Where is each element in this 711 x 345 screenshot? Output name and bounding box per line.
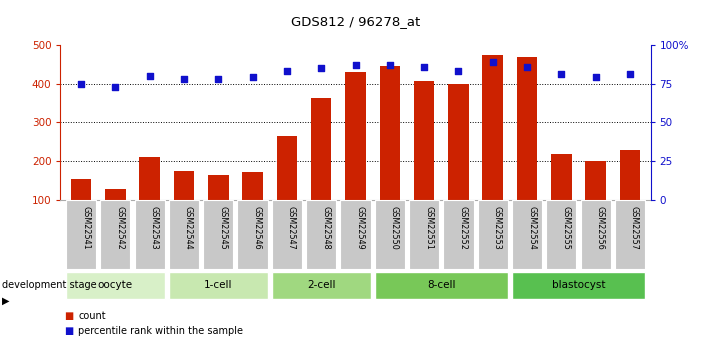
- Point: [75, 81, 87, 87]
- Text: GSM22545: GSM22545: [218, 206, 228, 249]
- Bar: [242, 172, 263, 200]
- Bar: [203, 200, 233, 269]
- Point: [281, 68, 292, 74]
- Text: GSM22548: GSM22548: [321, 206, 330, 249]
- Bar: [409, 200, 439, 269]
- Point: [419, 64, 430, 69]
- Point: [384, 62, 395, 68]
- Bar: [380, 66, 400, 200]
- Text: ■: ■: [64, 311, 73, 321]
- Bar: [375, 200, 405, 269]
- Text: GSM22542: GSM22542: [115, 206, 124, 249]
- Text: 2-cell: 2-cell: [307, 280, 336, 290]
- Text: GSM22552: GSM22552: [459, 206, 467, 249]
- Text: GSM22541: GSM22541: [81, 206, 90, 249]
- Bar: [66, 272, 165, 299]
- Text: percentile rank within the sample: percentile rank within the sample: [78, 326, 243, 336]
- Bar: [311, 98, 331, 200]
- Text: development stage: development stage: [2, 280, 97, 290]
- Bar: [414, 81, 434, 200]
- Text: GSM22555: GSM22555: [562, 206, 570, 249]
- Bar: [306, 200, 336, 269]
- Bar: [100, 200, 130, 269]
- Text: 8-cell: 8-cell: [427, 280, 456, 290]
- Bar: [169, 272, 267, 299]
- Point: [316, 66, 327, 71]
- Bar: [585, 161, 606, 200]
- Bar: [448, 85, 469, 200]
- Text: count: count: [78, 311, 106, 321]
- Bar: [237, 200, 267, 269]
- Text: GSM22546: GSM22546: [252, 206, 262, 249]
- Text: ▶: ▶: [2, 296, 10, 306]
- Bar: [620, 150, 641, 200]
- Bar: [444, 200, 474, 269]
- Point: [350, 62, 361, 68]
- Bar: [66, 200, 96, 269]
- Text: GSM22556: GSM22556: [596, 206, 604, 249]
- Text: GSM22543: GSM22543: [149, 206, 159, 249]
- Bar: [483, 55, 503, 200]
- Point: [144, 73, 155, 79]
- Bar: [512, 272, 645, 299]
- Point: [590, 75, 602, 80]
- Text: GSM22553: GSM22553: [493, 206, 502, 249]
- Bar: [581, 200, 611, 269]
- Bar: [208, 175, 228, 200]
- Point: [178, 76, 190, 82]
- Bar: [272, 272, 370, 299]
- Bar: [139, 157, 160, 200]
- Bar: [341, 200, 370, 269]
- Bar: [512, 200, 542, 269]
- Bar: [551, 154, 572, 200]
- Text: GSM22550: GSM22550: [390, 206, 399, 249]
- Bar: [272, 200, 302, 269]
- Bar: [134, 200, 165, 269]
- Text: blastocyst: blastocyst: [552, 280, 605, 290]
- Text: oocyte: oocyte: [98, 280, 133, 290]
- Text: ■: ■: [64, 326, 73, 336]
- Bar: [277, 136, 297, 200]
- Bar: [517, 57, 538, 200]
- Bar: [105, 189, 126, 200]
- Text: GSM22549: GSM22549: [356, 206, 365, 249]
- Bar: [346, 72, 365, 200]
- Text: GSM22557: GSM22557: [630, 206, 639, 249]
- Text: GSM22547: GSM22547: [287, 206, 296, 249]
- Point: [487, 59, 498, 65]
- Point: [453, 68, 464, 74]
- Bar: [615, 200, 645, 269]
- Bar: [546, 200, 577, 269]
- Text: 1-cell: 1-cell: [204, 280, 232, 290]
- Point: [213, 76, 224, 82]
- Bar: [169, 200, 199, 269]
- Bar: [70, 179, 91, 200]
- Bar: [173, 171, 194, 200]
- Point: [556, 72, 567, 77]
- Bar: [478, 200, 508, 269]
- Text: GSM22554: GSM22554: [527, 206, 536, 249]
- Point: [109, 84, 121, 90]
- Text: GDS812 / 96278_at: GDS812 / 96278_at: [291, 16, 420, 29]
- Text: GSM22544: GSM22544: [184, 206, 193, 249]
- Point: [247, 75, 258, 80]
- Point: [624, 72, 636, 77]
- Point: [521, 64, 533, 69]
- Bar: [375, 272, 508, 299]
- Text: GSM22551: GSM22551: [424, 206, 433, 249]
